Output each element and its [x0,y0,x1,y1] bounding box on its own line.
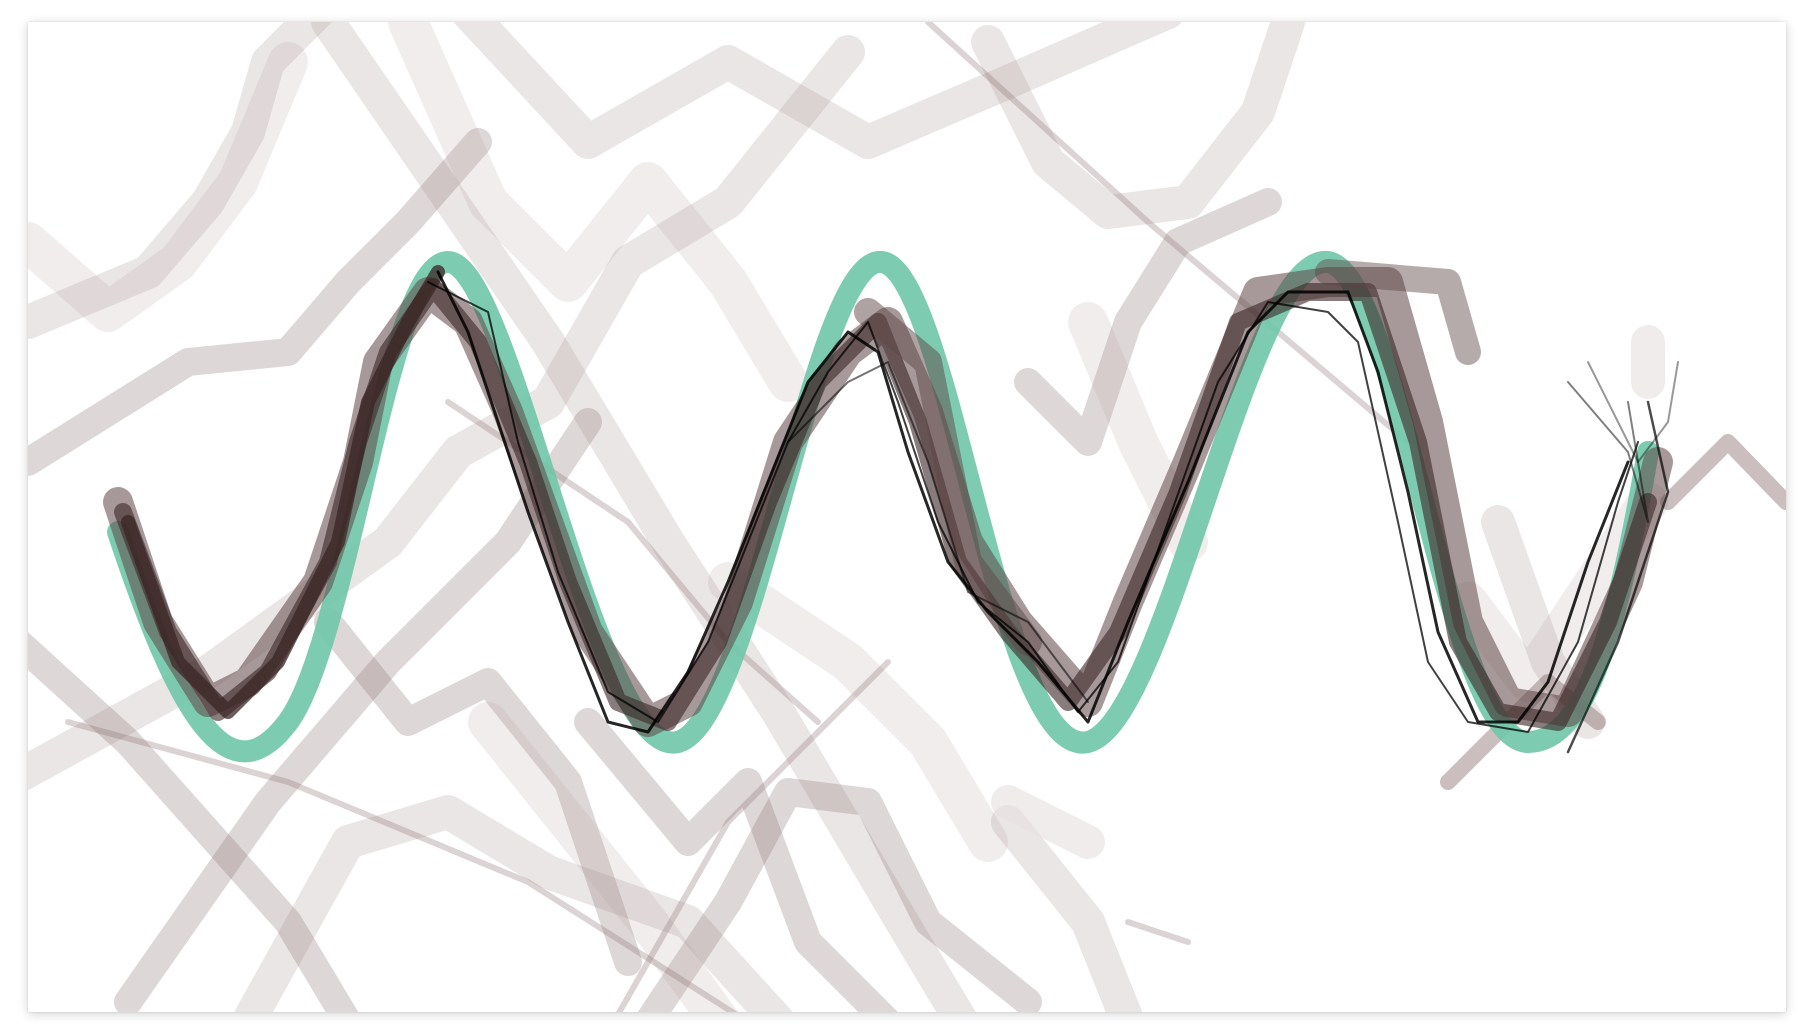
drawing-canvas[interactable] [28,22,1786,1012]
canvas-svg [28,22,1786,1012]
